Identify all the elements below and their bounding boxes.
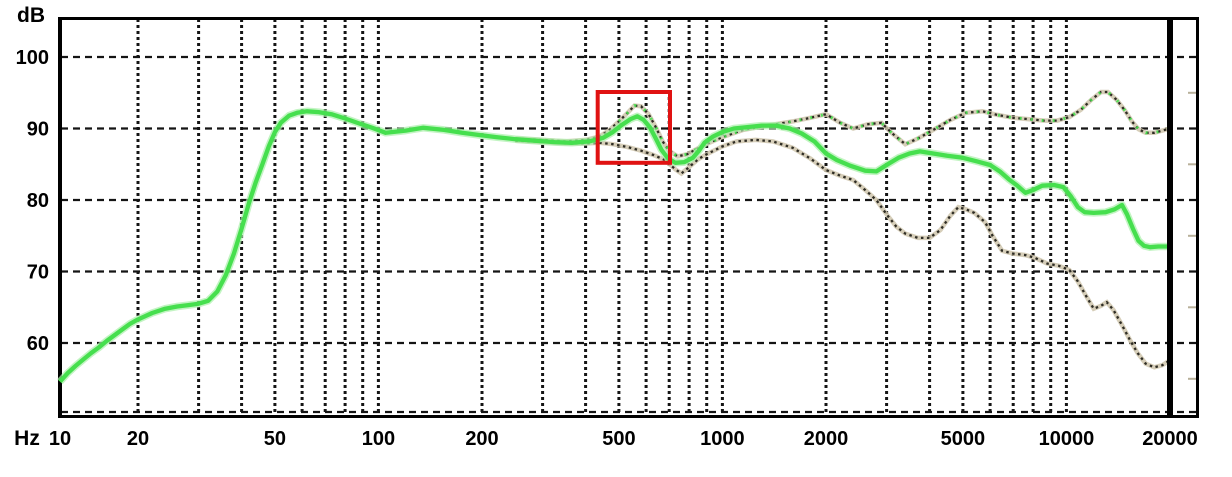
right-border-minor-ticks: [1188, 91, 1196, 380]
y-tick-label: 90: [27, 119, 49, 141]
y-tick-label: 60: [27, 333, 49, 355]
upper-reference-green-flecks: [617, 90, 1171, 159]
main-response-curve: [58, 109, 1170, 384]
upper-reference-curve: [515, 90, 1171, 158]
curves: [57, 89, 1172, 385]
y-tick-labels: 100 90 80 70 60: [16, 47, 49, 355]
grid-vertical: [136, 19, 1068, 415]
x-tick-label: 10: [49, 428, 71, 450]
x-tick-label: 200: [465, 428, 498, 450]
x-tick-label: 20: [127, 428, 149, 450]
lower-reference-curve-halo: [515, 137, 1172, 370]
x-tick-label: 2000: [804, 428, 849, 450]
highlight-rectangle: [595, 90, 673, 165]
x-tick-label: 20000: [1142, 428, 1198, 450]
upper-reference-curve-halo: [515, 89, 1171, 159]
y-tick-label: 70: [27, 262, 49, 284]
x-tick-labels: 10 20 50 100 200 500 1000 2000 5000 10000 20000: [49, 428, 1198, 450]
x-tick-label: 10000: [1039, 428, 1095, 450]
y-tick-label: 80: [27, 190, 49, 212]
x-tick-label: 5000: [941, 428, 986, 450]
x-axis-unit-label: Hz: [14, 427, 40, 450]
x-tick-label: 1000: [700, 428, 745, 450]
x-tick-label: 50: [264, 428, 286, 450]
lower-reference-curve: [515, 138, 1171, 369]
y-axis-unit-label: dB: [17, 4, 45, 27]
grid-horizontal: [61, 55, 1196, 414]
x-tick-label: 500: [602, 428, 635, 450]
x-tick-label: 100: [362, 428, 395, 450]
main-response-curve-halo: [57, 107, 1170, 385]
plot-frame: [58, 17, 1199, 418]
y-tick-label: 100: [16, 47, 49, 69]
